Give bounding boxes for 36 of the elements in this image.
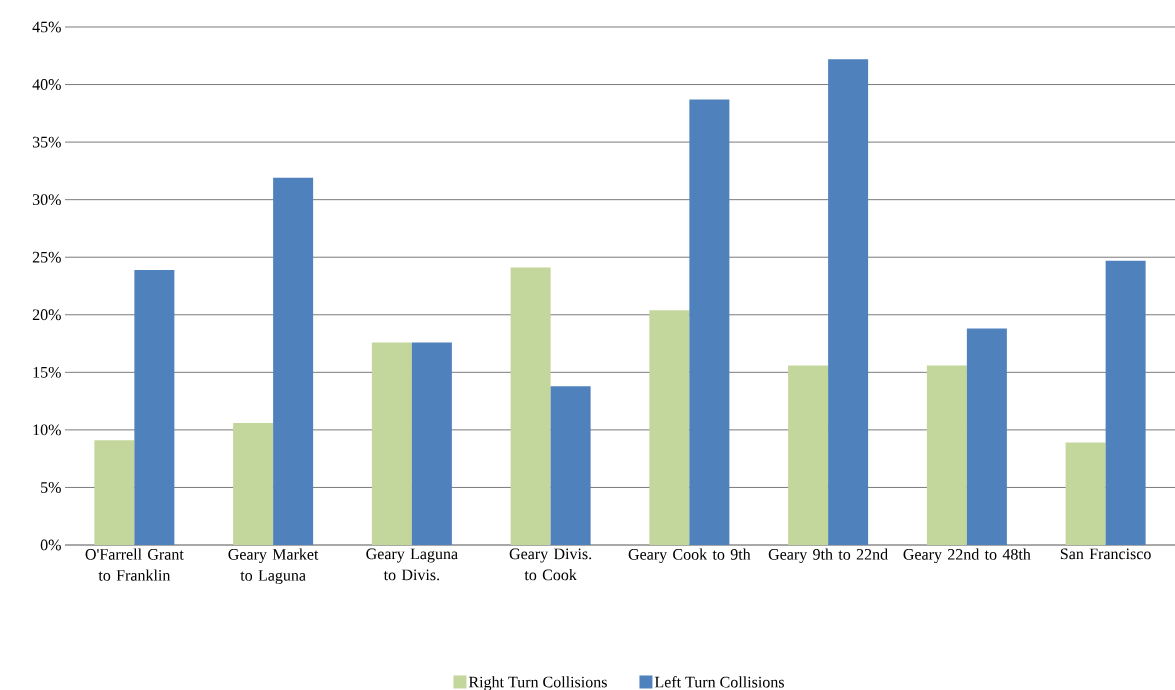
bar xyxy=(788,365,829,545)
x-tick-label: Geary Divis. to Cook xyxy=(509,548,592,581)
bar xyxy=(94,440,135,545)
y-tick-label: 15% xyxy=(33,366,61,378)
bar xyxy=(411,342,452,545)
y-tick-label: 40% xyxy=(32,79,61,90)
bar xyxy=(966,328,1007,545)
legend-label: Right Turn Collisions xyxy=(468,676,607,690)
y-tick-label: 45% xyxy=(32,21,61,33)
bar xyxy=(828,59,869,545)
bar xyxy=(689,99,730,545)
bar xyxy=(510,267,551,545)
y-tick-label: 0% xyxy=(40,539,61,551)
bar xyxy=(233,422,274,545)
legend-label: Left Turn Collisions xyxy=(654,676,784,688)
x-tick-label: Geary 22nd to 48th xyxy=(903,548,1031,564)
x-tick-label: San Francisco xyxy=(1060,548,1151,560)
bar xyxy=(926,365,967,545)
x-tick-label: Geary 9th to 22nd xyxy=(768,548,888,564)
x-tick-label: Geary Laguna to Divis. xyxy=(366,548,458,581)
y-tick-label: 25% xyxy=(32,251,61,263)
y-tick-label: 10% xyxy=(33,424,61,436)
bar xyxy=(371,342,412,545)
y-tick-label: 20% xyxy=(32,309,61,321)
bar xyxy=(134,269,175,545)
bar xyxy=(649,310,690,545)
y-tick-label: 5% xyxy=(41,482,61,493)
y-tick-label: 30% xyxy=(32,194,61,206)
bar xyxy=(1105,260,1146,545)
x-tick-label: O'Farrell Grant to Franklin xyxy=(85,548,184,581)
bar xyxy=(273,177,314,545)
y-tick-label: 35% xyxy=(32,136,61,148)
bar xyxy=(550,386,591,545)
x-tick-label: Geary Market to Laguna xyxy=(228,548,319,585)
x-tick-label: Geary Cook to 9th xyxy=(628,548,751,564)
bar xyxy=(1065,442,1106,545)
